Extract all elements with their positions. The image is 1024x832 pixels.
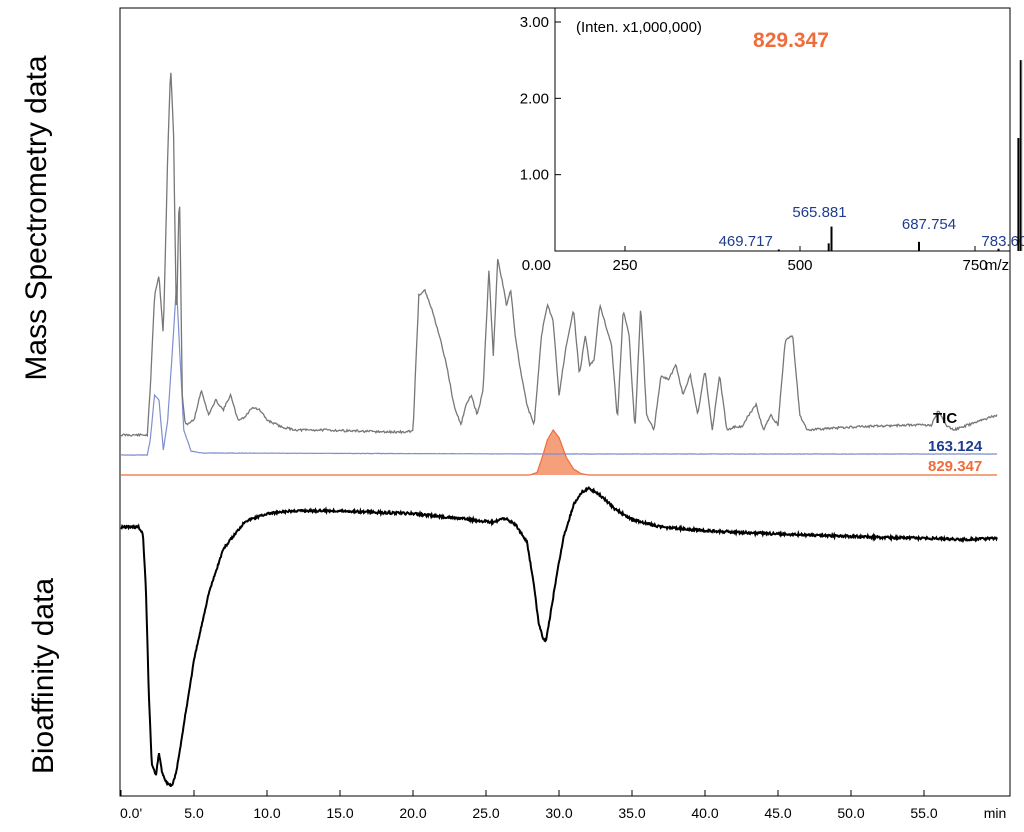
time-tick-label: 35.0 (618, 805, 645, 821)
inset-x-tick-label: 500 (787, 257, 812, 274)
time-tick-label: 40.0 (691, 805, 718, 821)
time-tick-label: 5.0 (184, 805, 204, 821)
trace-163-124 (120, 284, 998, 456)
mz829-tag: 829.347 (928, 458, 982, 475)
time-tick-label: 15.0 (326, 805, 353, 821)
time-tick-label: 50.0 (837, 805, 864, 821)
trace-829-347 (121, 428, 997, 476)
ms-panel-label: Mass Spectrometry data (20, 55, 53, 380)
bio-panel-label: Bioaffinity data (27, 578, 60, 775)
inset-y-tick-label: 1.00 (520, 167, 549, 184)
inset-y-tick-label: 2.00 (520, 90, 549, 107)
inset-y-tick-label: 3.00 (520, 14, 549, 31)
trace-tic (120, 72, 998, 438)
inset-y-axis: 1.00 2.00 3.00 (520, 14, 561, 252)
time-tick-label: min (984, 805, 1007, 821)
chromatogram-traces (120, 72, 998, 788)
mass-spectrum-inset: (Inten. x1,000,000) 1.00 2.00 3.00 0.00 250… (520, 7, 1024, 274)
inset-x-tick-label: 750 (962, 257, 987, 274)
spectrum-peak-label: 783.609 (981, 233, 1024, 250)
time-tick-label: 25.0 (472, 805, 499, 821)
inset-x-tick-label: 0.00 (522, 257, 551, 274)
trace-bioaffinity (120, 486, 998, 788)
time-axis: 0.0' 5.0 10.0 15.0 20.0 25.0 30.0 35.0 40.0 45.0 5… (120, 790, 1006, 821)
time-tick-label: 55.0 (910, 805, 937, 821)
time-tick-label: 0.0' (120, 805, 142, 821)
spectrum-peak-label: 565.881 (792, 204, 846, 221)
spectrum-peak-label: 687.754 (902, 216, 956, 233)
inset-x-tick-label: 250 (612, 257, 637, 274)
time-tick-label: 45.0 (764, 805, 791, 821)
mz163-tag: 163.124 (928, 438, 983, 455)
time-tick-label: 30.0 (545, 805, 572, 821)
inset-frame (554, 7, 1011, 252)
time-tick-label: 10.0 (253, 805, 280, 821)
spectrum-peak-label: 469.717 (719, 233, 773, 250)
trace-829-fill (529, 430, 589, 475)
inset-title: (Inten. x1,000,000) (576, 19, 702, 36)
time-tick-label: 20.0 (399, 805, 426, 821)
inset-x-axis: 0.0025050075010001250m/z (522, 246, 1009, 274)
base-peak-label: 829.347 (753, 29, 829, 52)
tic-tag: TIC (933, 410, 957, 427)
inset-x-axis-label: m/z (985, 257, 1009, 274)
